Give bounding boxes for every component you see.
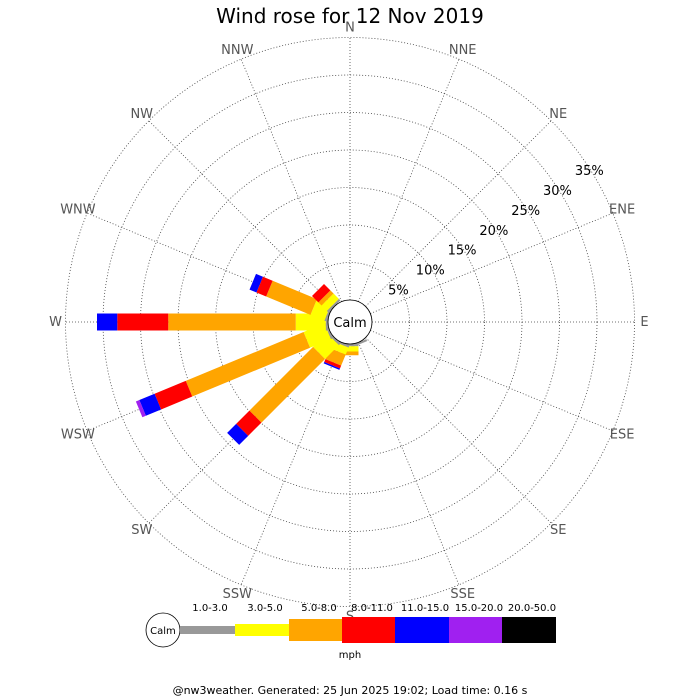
- legend-swatch-20.0-50.0: [502, 617, 556, 643]
- direction-label-ne: NE: [549, 107, 567, 122]
- bar-wsw-15.0-20.0: [135, 400, 146, 418]
- grid-ring-15: [215, 187, 485, 457]
- bar-wsw-11.0-15.0: [139, 393, 162, 416]
- bar-wnw-8.0-11.0: [256, 276, 273, 297]
- bar-wnw-5.0-8.0: [266, 280, 317, 315]
- direction-label-sw: SW: [131, 523, 152, 538]
- bar-ssw-11.0-15.0: [323, 361, 340, 370]
- direction-label-ene: ENE: [609, 202, 635, 217]
- spoke-sse: [358, 342, 460, 585]
- bar-nw-1.0-3.0: [326, 298, 341, 313]
- spoke-nw: [148, 120, 335, 307]
- legend-label-5.0-8.0: 5.0-8.0: [301, 603, 336, 614]
- direction-label-nne: NNE: [449, 43, 477, 58]
- wind-bars: [97, 273, 368, 445]
- bar-w-5.0-8.0: [168, 313, 296, 331]
- legend-calm-label: Calm: [150, 626, 176, 637]
- direction-label-w: W: [49, 315, 62, 330]
- direction-label-e: E: [640, 315, 648, 330]
- footer-text: @nw3weather. Generated: 25 Jun 2025 19:0…: [172, 684, 528, 697]
- radial-label-25: 25%: [511, 204, 540, 219]
- bar-nw-3.0-5.0: [321, 293, 339, 311]
- calm-circle-shape: [327, 299, 373, 345]
- legend-label-1.0-3.0: 1.0-3.0: [192, 603, 227, 614]
- calm-circle: Calm: [327, 299, 373, 345]
- legend-label-11.0-15.0: 11.0-15.0: [401, 603, 449, 614]
- legend-swatch-3.0-5.0: [235, 624, 289, 636]
- radial-label-10: 10%: [416, 264, 445, 279]
- spoke-se: [365, 337, 552, 524]
- bar-nw-5.0-8.0: [318, 290, 334, 306]
- legend-units: mph: [339, 650, 361, 661]
- direction-label-ese: ESE: [610, 428, 635, 443]
- direction-label-wnw: WNW: [60, 202, 96, 217]
- speed-legend: Calm 1.0-3.0 3.0-5.0 5.0-8.0 8.0-11.0 11.0-15…: [145, 603, 556, 661]
- bar-w-8.0-11.0: [117, 313, 169, 331]
- direction-label-ssw: SSW: [223, 587, 253, 602]
- legend-label-8.0-11.0: 8.0-11.0: [351, 603, 393, 614]
- radial-label-35: 35%: [575, 164, 604, 179]
- bar-sw-5.0-8.0: [249, 346, 326, 423]
- direction-label-se: SE: [550, 523, 566, 538]
- radial-tick-labels: 5% 10%15%20%25%30%35%: [388, 164, 604, 298]
- radial-label-30: 30%: [543, 184, 572, 199]
- bar-sw-11.0-15.0: [227, 423, 249, 445]
- legend-swatch-11.0-15.0: [395, 617, 449, 643]
- calm-label: Calm: [333, 316, 366, 331]
- legend-swatch-1.0-3.0: [180, 626, 235, 634]
- direction-label-n: N: [345, 21, 355, 36]
- bar-sw-3.0-5.0: [313, 333, 339, 359]
- chart-title: Wind rose for 12 Nov 2019: [216, 4, 484, 28]
- legend-label-20.0-50.0: 20.0-50.0: [508, 603, 556, 614]
- legend-label-15.0-20.0: 15.0-20.0: [455, 603, 503, 614]
- direction-label-nnw: NNW: [221, 43, 253, 58]
- radial-label-5: 5%: [388, 283, 409, 298]
- radial-label-20: 20%: [479, 224, 508, 239]
- bar-wsw-5.0-8.0: [185, 332, 311, 397]
- legend-swatch-5.0-8.0: [289, 619, 342, 641]
- radial-label-15: 15%: [448, 244, 477, 259]
- bar-sw-8.0-11.0: [236, 410, 262, 436]
- direction-label-wsw: WSW: [61, 428, 95, 443]
- bar-wnw-11.0-15.0: [249, 273, 263, 293]
- direction-labels: NNNENEENEEESESESSESSSWSWWSWWWNWNWNNW: [49, 21, 649, 625]
- spoke-ese: [370, 330, 613, 432]
- legend-swatch-8.0-11.0: [342, 617, 395, 643]
- bar-w-11.0-15.0: [97, 313, 118, 331]
- direction-label-sse: SSE: [450, 587, 475, 602]
- bar-nw-8.0-11.0: [311, 283, 331, 303]
- legend-label-3.0-5.0: 3.0-5.0: [247, 603, 282, 614]
- grid-ring-35: [65, 37, 635, 607]
- direction-label-nw: NW: [130, 107, 153, 122]
- legend-swatch-15.0-20.0: [449, 617, 502, 643]
- bar-ssw-8.0-11.0: [324, 359, 342, 369]
- bar-wsw-8.0-11.0: [154, 380, 193, 410]
- spoke-nnw: [240, 59, 342, 302]
